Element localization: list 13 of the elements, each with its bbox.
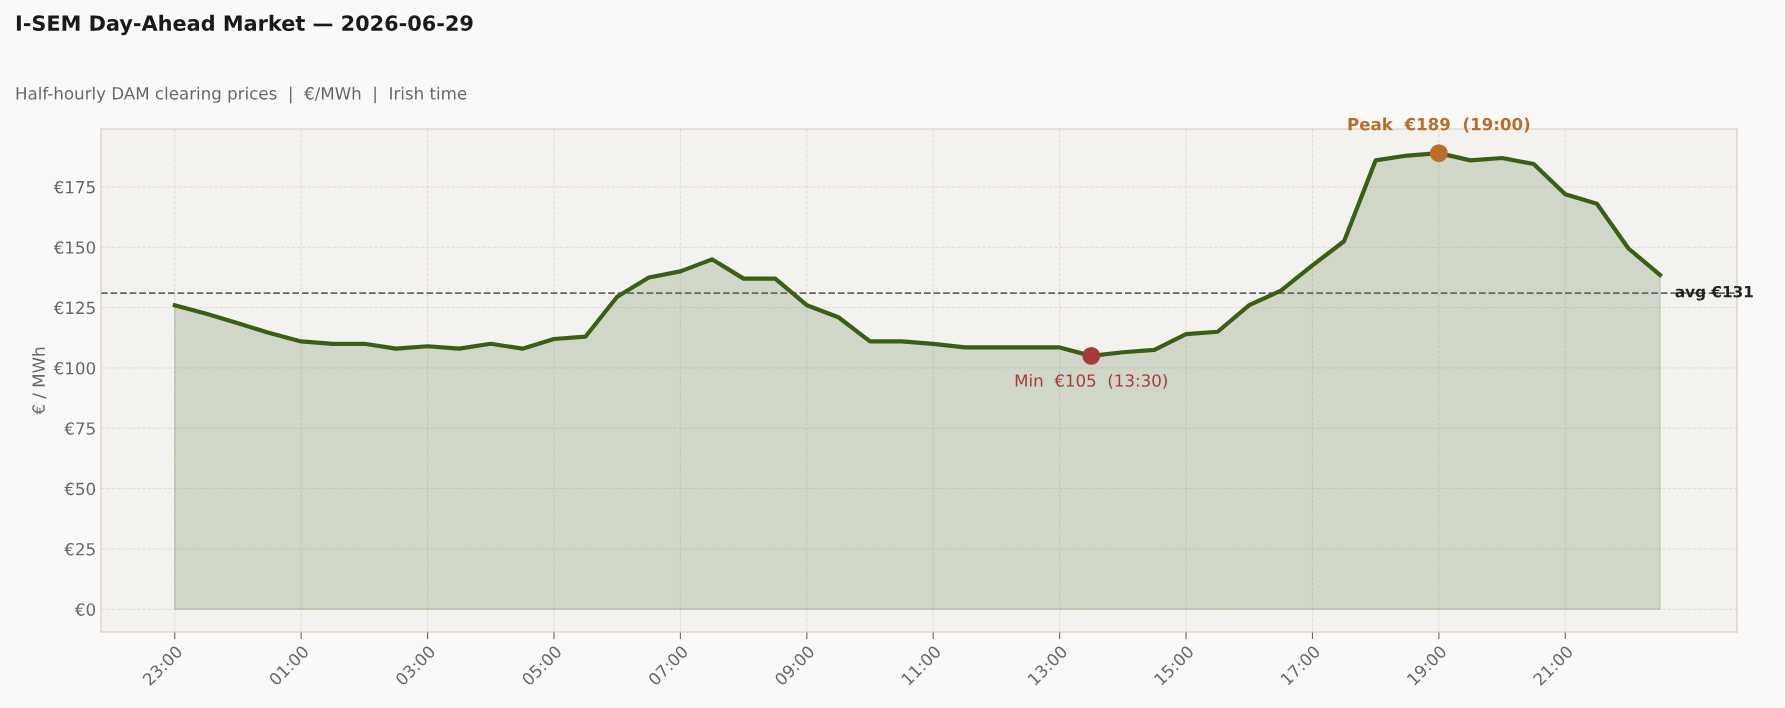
y-tick-label: €175 bbox=[53, 180, 95, 194]
y-tick-label: €50 bbox=[64, 482, 96, 496]
chart-title: I-SEM Day-Ahead Market — 2026-06-29 bbox=[16, 14, 473, 36]
y-tick-label: €25 bbox=[64, 542, 95, 556]
annotation: Peak €189 (19:00) bbox=[1348, 117, 1530, 133]
y-tick-label: €75 bbox=[64, 422, 95, 435]
y-tick-label: €125 bbox=[53, 301, 95, 315]
y-tick-label: €100 bbox=[53, 361, 96, 375]
y-tick-label: €0 bbox=[74, 603, 96, 616]
annotation: Min €105 (13:30) bbox=[1015, 373, 1167, 389]
chart-subtitle: Half-hourly DAM clearing prices | €/MWh | Irish time bbox=[16, 86, 467, 104]
y-axis-title: € / MWh bbox=[32, 347, 47, 415]
y-tick-label: €150 bbox=[53, 241, 96, 254]
